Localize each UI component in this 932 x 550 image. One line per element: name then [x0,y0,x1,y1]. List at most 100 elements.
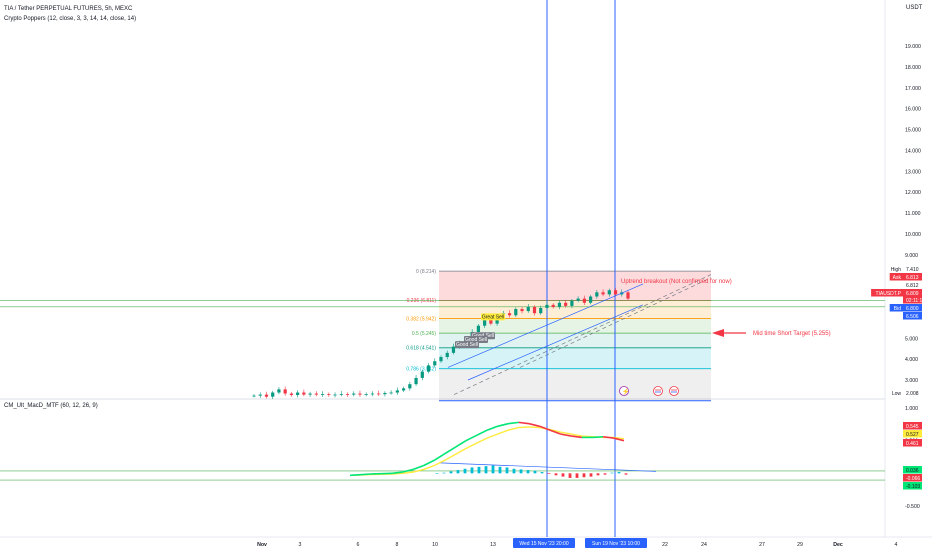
candle-body [551,304,555,307]
price-value-box [903,273,922,281]
macd-hist-bar [561,473,565,477]
candle-body [308,393,312,395]
candle-body [333,394,337,396]
fib-zone-band [439,300,711,319]
price-value-text: 6.800 [906,306,919,312]
candle-body [489,319,493,324]
annotations[interactable]: Uptrend breakout (Not confirmed for now)… [621,279,831,338]
macd-line-segment [560,433,572,437]
candle-body [258,394,262,396]
channel-dashed-line[interactable] [519,277,712,368]
price-tag [889,304,903,312]
macd-hist-bar [589,473,593,477]
macd-value-text: 0.545 [906,424,919,430]
candle-body [283,389,287,394]
event-icons[interactable]: ⚡ [619,386,679,396]
channel-upper-line[interactable] [447,283,644,368]
macd-pane[interactable]: CM_Ult_MacD_MTF (60, 12, 26, 9)1.0000.50… [0,403,922,510]
candle-body [271,392,275,397]
candle-body [476,325,480,332]
macd-hist-bar [568,473,572,478]
price-value-box [903,389,922,397]
candle-body [296,392,300,396]
macd-value-box [903,466,922,474]
channel-mid-line[interactable] [453,274,712,395]
price-value-text: 6.506 [906,314,919,320]
macd-value-box [903,439,922,447]
trend-channel[interactable] [447,274,712,395]
date-badge-text: Sun 19 Nov '23 10:00 [592,541,640,547]
us-flag-icon[interactable] [669,386,679,396]
candle-body [289,393,293,396]
macd-trend-line [439,462,657,472]
candle-body [439,357,443,362]
price-tick-label: 9.000 [905,253,918,259]
macd-tick-label: 1.000 [905,406,918,412]
breakout-annotation: Uptrend breakout (Not confirmed for now) [621,279,732,285]
macd-hist-bar [442,472,446,474]
macd-hist-bar [484,466,488,474]
price-tick-label: 18.000 [905,65,921,71]
price-value-text: 6.812 [906,283,919,289]
arrow-left-icon [712,329,724,338]
macd-value-text: 0.036 [906,468,919,474]
chart-title: TIA / Tether PERPETUAL FUTURES, 5h, MEXC [4,6,133,12]
signal-text: Good Sell [456,342,478,348]
macd-value-box [903,422,922,430]
candle-body [320,394,325,395]
candle-body [327,394,331,396]
price-value-box [903,265,922,273]
macd-value-text: -0.066 [906,476,920,482]
macd-hist-bar [610,472,614,474]
price-tag-text: Low [892,391,902,397]
macd-line-segment [571,435,582,439]
currency-label: USDT [906,5,923,11]
lightning-icon[interactable] [619,386,629,396]
price-value-box [903,296,922,304]
macd-line-segment [412,464,425,471]
price-tag-text: Ask [893,275,902,281]
candle-body [402,388,406,391]
time-tick-label: Nov [257,542,267,548]
date-badge [585,538,647,548]
price-tag [871,289,903,297]
price-value-text: 7.410 [906,267,919,273]
price-tick-label: 14.000 [905,148,921,154]
macd-hist-bar [547,473,551,474]
candle-body [370,393,375,395]
macd-title: CM_Ult_MacD_MTF (60, 12, 26, 9) [4,403,98,409]
fib-level-label: 0.382 (5.942) [406,316,436,322]
macd-line-segment [539,425,551,431]
macd-hist-bar [477,466,481,474]
candle-body [607,290,611,295]
price-tag [889,389,903,397]
time-tick-label: 6 [357,542,360,548]
macd-hist-bar [533,470,537,474]
candle-body [383,392,387,395]
macd-value-box [903,474,922,482]
indicator-title: Crypto Poppers (12, close, 3, 3, 14, 14,… [4,16,136,22]
candle-body [352,393,356,395]
us-flag-icon[interactable] [653,386,663,396]
time-tick-label: 8 [396,542,399,548]
price-tick-label: 13.000 [905,169,921,175]
macd-hist-bar [470,467,474,474]
candle-body [545,304,549,308]
target-annotation: Mid time Short Target (5.255) [753,331,831,337]
channel-lower-line[interactable] [467,304,644,381]
candle-body [414,377,418,385]
signal-text: Good Sell [465,337,487,343]
macd-signal-line [349,426,625,476]
candle-body [495,317,499,324]
candle-body [345,393,350,395]
macd-hist-bar [456,470,460,474]
candle-body [582,298,586,303]
macd-line-segment [349,473,361,477]
candle-body [377,393,381,395]
candle-body [626,292,630,299]
candle-body [451,346,456,353]
price-tick-label: 10.000 [905,232,921,238]
macd-tick-label: -0.500 [905,504,920,510]
